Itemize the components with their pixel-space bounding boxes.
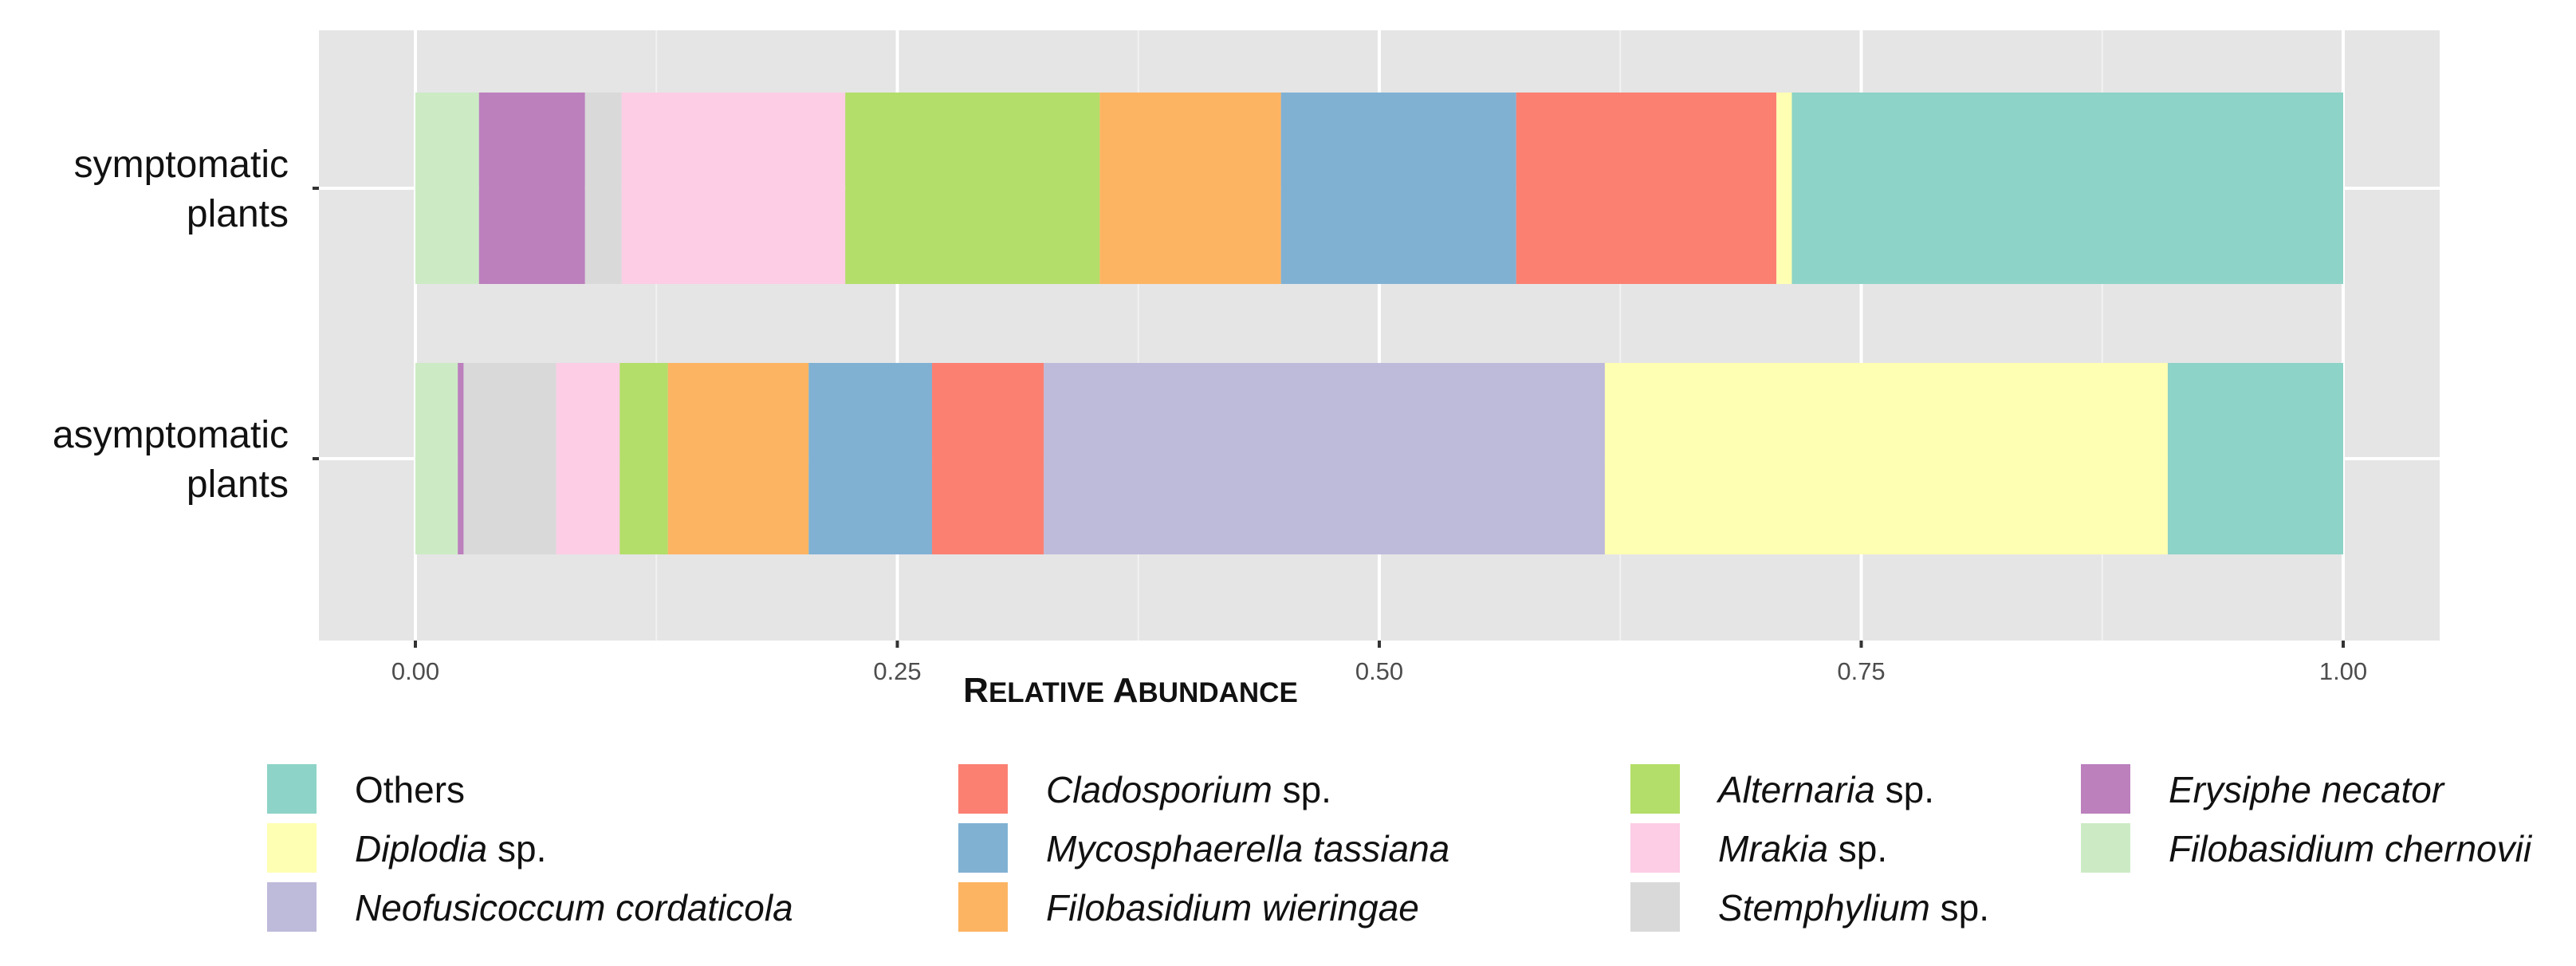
legend-swatch	[1630, 764, 1680, 814]
legend-swatch	[267, 882, 317, 932]
bar-segment	[621, 93, 846, 284]
legend-swatch	[958, 823, 1008, 873]
bar-segment	[1604, 363, 2168, 554]
legend-swatch	[1630, 882, 1680, 932]
x-tick-label: 0.25	[873, 657, 921, 685]
bar-segment	[556, 363, 620, 554]
bar-segment	[458, 363, 464, 554]
x-tick-label: 0.50	[1355, 657, 1403, 685]
bar-segment	[808, 363, 933, 554]
x-axis-ticks: 0.00 0.25 0.50 0.75 1.00	[391, 641, 2367, 685]
legend-item: Filobasidium chernovii	[2081, 823, 2533, 873]
legend-label: Cladosporium sp.	[1046, 769, 1331, 810]
legend-swatch	[958, 764, 1008, 814]
legend-label: Filobasidium wieringae	[1046, 887, 1419, 929]
legend-label: Others	[355, 769, 465, 810]
legend-label: Mrakia sp.	[1718, 828, 1887, 869]
legend-item: Alternaria sp.	[1630, 764, 1934, 814]
legend-label: Mycosphaerella tassiana	[1046, 828, 1449, 869]
bar-segment	[415, 93, 479, 284]
legend-label: Diplodia sp.	[355, 828, 546, 869]
bars	[415, 93, 2343, 554]
bar-segment	[845, 93, 1100, 284]
x-tick-label: 0.75	[1837, 657, 1885, 685]
bar-segment	[667, 363, 809, 554]
legend-item: Neofusicoccum cordaticola	[267, 882, 793, 932]
bar-segment	[1280, 93, 1516, 284]
bar-segment	[415, 363, 458, 554]
bar-segment	[2167, 363, 2343, 554]
category-label: asymptomatic plants	[53, 414, 289, 506]
legend-item: Stemphylium sp.	[1630, 882, 1989, 932]
x-tick-label: 1.00	[2319, 657, 2367, 685]
legend-item: Mycosphaerella tassiana	[958, 823, 1449, 873]
bar-segment	[463, 363, 556, 554]
legend-swatch	[958, 882, 1008, 932]
legend-label: Neofusicoccum cordaticola	[355, 887, 793, 929]
legend-item: Filobasidium wieringae	[958, 882, 1419, 932]
bar-segment	[619, 363, 668, 554]
legend-item: Diplodia sp.	[267, 823, 546, 873]
bar-segment	[1516, 93, 1777, 284]
x-axis-title: RELATIVE ABUNDANCE	[963, 671, 1298, 710]
x-tick-label: 0.00	[391, 657, 439, 685]
legend-label: Stemphylium sp.	[1718, 887, 1989, 929]
bar-segment	[584, 93, 622, 284]
legend-item: Cladosporium sp.	[958, 764, 1331, 814]
legend-swatch	[2081, 764, 2130, 814]
legend-item: Mrakia sp.	[1630, 823, 1887, 873]
bar-segment	[1791, 93, 2343, 284]
legend-item: Erysiphe necator	[2081, 764, 2445, 814]
bar-segment	[1776, 93, 1792, 284]
legend: Others Diplodia sp. Neofusicoccum cordatic…	[267, 764, 2533, 932]
legend-label: Erysiphe necator	[2169, 769, 2445, 810]
category-axis: symptomatic plants asymptomatic plants	[53, 144, 319, 506]
legend-swatch	[2081, 823, 2130, 873]
bar-segment	[478, 93, 585, 284]
bar-segment	[932, 363, 1044, 554]
bar-segment	[1044, 363, 1605, 554]
legend-swatch	[267, 823, 317, 873]
legend-item: Others	[267, 764, 465, 814]
legend-swatch	[1630, 823, 1680, 873]
category-label: symptomatic plants	[74, 144, 289, 235]
legend-label: Filobasidium chernovii	[2169, 828, 2533, 869]
legend-label: Alternaria sp.	[1716, 769, 1934, 810]
legend-swatch	[267, 764, 317, 814]
bar-segment	[1099, 93, 1281, 284]
